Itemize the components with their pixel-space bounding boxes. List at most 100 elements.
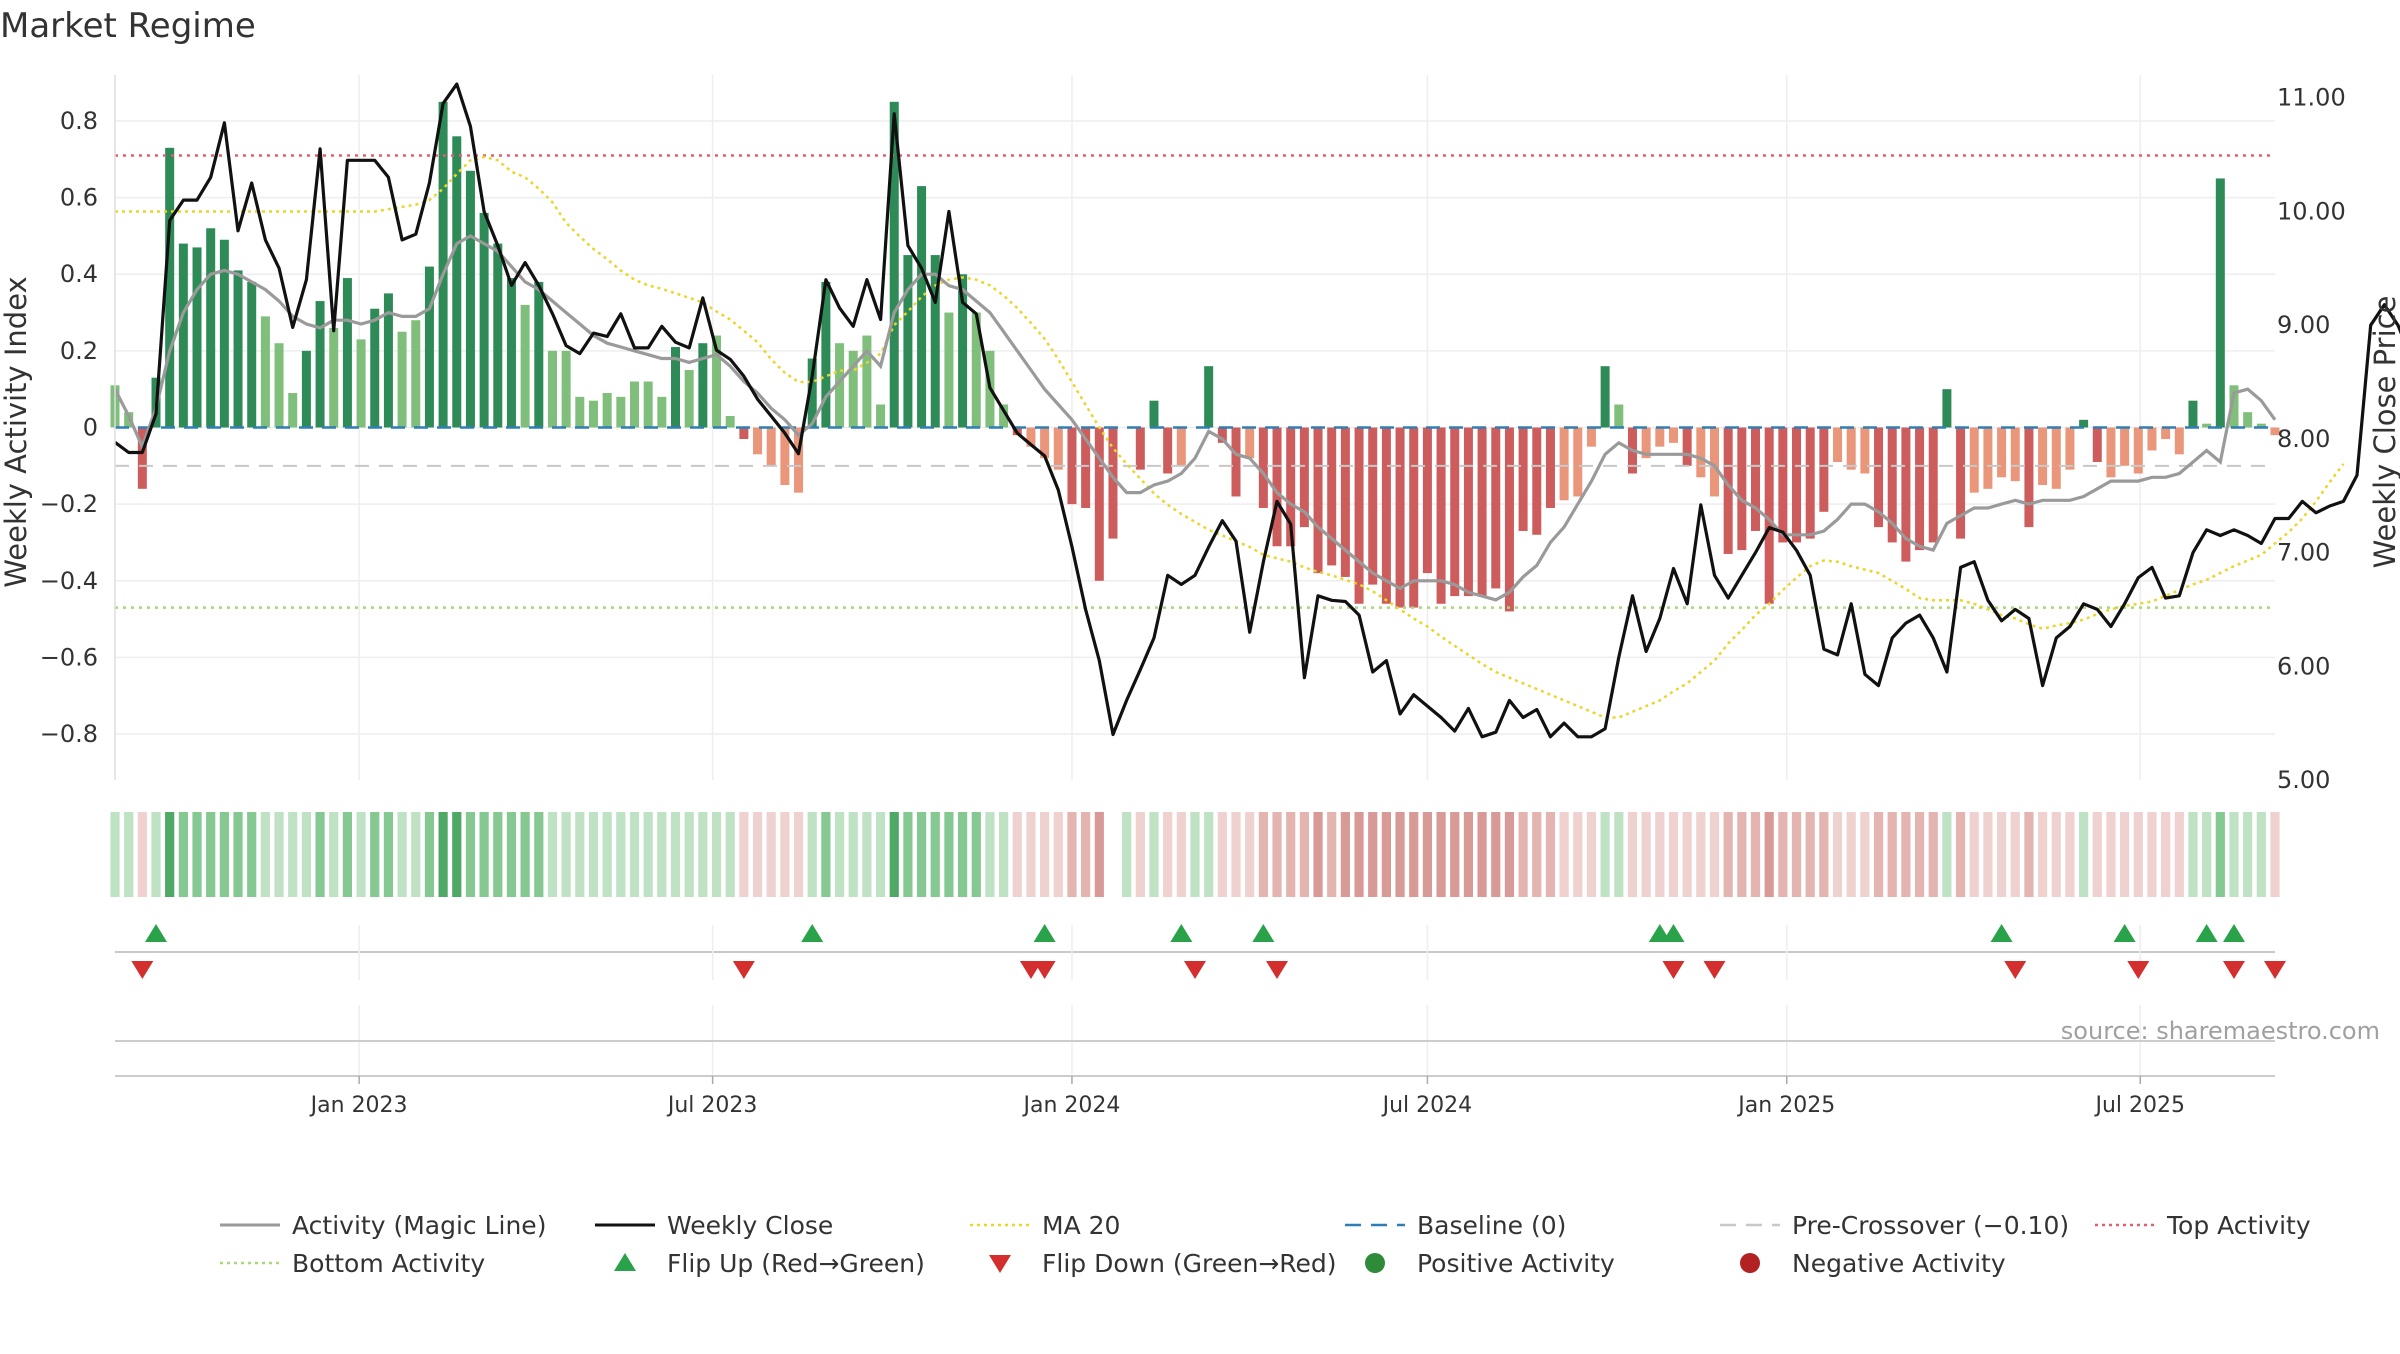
activity-bar [780, 427, 790, 485]
legend-item: Baseline (0) [1345, 1211, 1566, 1240]
flip-down-marker [1662, 961, 1685, 979]
activity-bar [1217, 427, 1227, 443]
regime-cell [1737, 812, 1747, 897]
activity-bar [616, 396, 626, 428]
activity-bar [1450, 427, 1460, 597]
y-tick-label-right: 8.00 [2277, 425, 2330, 453]
regime-cell [1600, 812, 1610, 897]
activity-bar [342, 278, 352, 428]
regime-cell [124, 812, 134, 897]
regime-cell [1450, 812, 1460, 897]
activity-bar [288, 393, 298, 428]
activity-bar [2188, 400, 2198, 428]
regime-cell [2092, 812, 2102, 897]
regime-cell [1204, 812, 1214, 897]
activity-bar [2161, 427, 2171, 439]
activity-bar [944, 312, 954, 428]
regime-cell [588, 812, 599, 897]
activity-bar [1682, 427, 1692, 466]
activity-bar [1176, 427, 1186, 466]
y-tick-label-right: 7.00 [2277, 539, 2330, 567]
activity-bar [438, 101, 448, 428]
flip-up-marker [1033, 924, 1056, 942]
regime-cell [1627, 812, 1638, 897]
activity-bar [1833, 427, 1843, 462]
regime-cell [301, 812, 311, 897]
axes: 0.8 0.6 0.4 0.2 0 −0.2 −0.4 −0.6 −0.8 11.00 10.00 9… [40, 75, 2346, 794]
regime-cell [452, 812, 462, 897]
regime-cell [2106, 812, 2116, 897]
regime-cell [2037, 812, 2048, 897]
flip-down-marker [2127, 961, 2150, 979]
regime-cell [2147, 812, 2157, 897]
regime-cell [752, 812, 763, 897]
activity-bar [1258, 427, 1268, 508]
regime-cell [2174, 812, 2184, 897]
regime-cell [2010, 812, 2020, 897]
y-tick-label-left: −0.6 [40, 643, 98, 671]
activity-bar [1067, 427, 1077, 505]
y-tick-label-left: 0.8 [60, 107, 98, 135]
activity-bar [1245, 427, 1255, 459]
activity-bar [1026, 427, 1036, 447]
legend-item: Top Activity [2095, 1211, 2311, 1240]
y-tick-label-right: 9.00 [2277, 311, 2330, 339]
activity-bar [1204, 366, 1214, 428]
regime-cell [875, 812, 886, 897]
regime-cell [1969, 812, 1979, 897]
regime-cell [1614, 812, 1624, 897]
regime-cell [1040, 812, 1050, 897]
regime-cell [1436, 812, 1446, 897]
regime-cell [985, 812, 995, 897]
y-axis-left-title: Weekly Activity Index [0, 276, 33, 587]
activity-bar [753, 427, 763, 455]
regime-cell [356, 812, 366, 897]
activity-bar [588, 400, 598, 428]
regime-cell [862, 812, 872, 897]
activity-bar [1956, 427, 1966, 539]
activity-bar [1819, 427, 1829, 512]
regime-cell [821, 812, 831, 897]
legend-label: Negative Activity [1792, 1249, 2006, 1278]
chart-title: Market Regime [0, 6, 256, 46]
regime-cell [1395, 812, 1405, 897]
regime-cell [233, 812, 243, 897]
activity-bar [903, 255, 913, 428]
regime-cell [766, 812, 776, 897]
regime-cell [192, 812, 202, 897]
regime-cell [288, 812, 298, 897]
activity-bar [2243, 412, 2253, 428]
regime-cell [1559, 812, 1569, 897]
regime-cell [1696, 812, 1706, 897]
activity-bar [1504, 427, 1514, 612]
y-axis-right-title: Weekly Close Price [2368, 296, 2400, 569]
x-tick-label: Jan 2024 [1022, 1093, 1121, 1118]
legend-item: Flip Down (Green→Red) [989, 1249, 1337, 1278]
x-tick-label: Jan 2023 [309, 1093, 408, 1118]
activity-bar [1942, 389, 1952, 428]
regime-cell [670, 812, 681, 897]
activity-bar [465, 170, 475, 428]
activity-bar [178, 243, 188, 428]
activity-bar [1272, 427, 1282, 547]
activity-bar [206, 228, 216, 428]
regime-cell [397, 812, 407, 897]
y-tick-label-left: −0.4 [40, 567, 98, 595]
regime-cell [1778, 812, 1788, 897]
regime-cell [834, 812, 845, 897]
legend-label: Positive Activity [1417, 1249, 1615, 1278]
regime-cell [1573, 812, 1583, 897]
regime-strip [110, 812, 2280, 897]
activity-bar [1928, 427, 1938, 543]
legend-item: Weekly Close [595, 1211, 833, 1240]
activity-bars [110, 101, 2280, 612]
activity-bar [1477, 427, 1487, 597]
regime-cell [1709, 812, 1720, 897]
regime-cell [1860, 812, 1870, 897]
regime-cell [1901, 812, 1911, 897]
activity-bar [602, 393, 612, 428]
regime-cell [1231, 812, 1241, 897]
activity-bar [794, 427, 804, 493]
regime-cell [493, 812, 503, 897]
regime-cell [1026, 812, 1036, 897]
